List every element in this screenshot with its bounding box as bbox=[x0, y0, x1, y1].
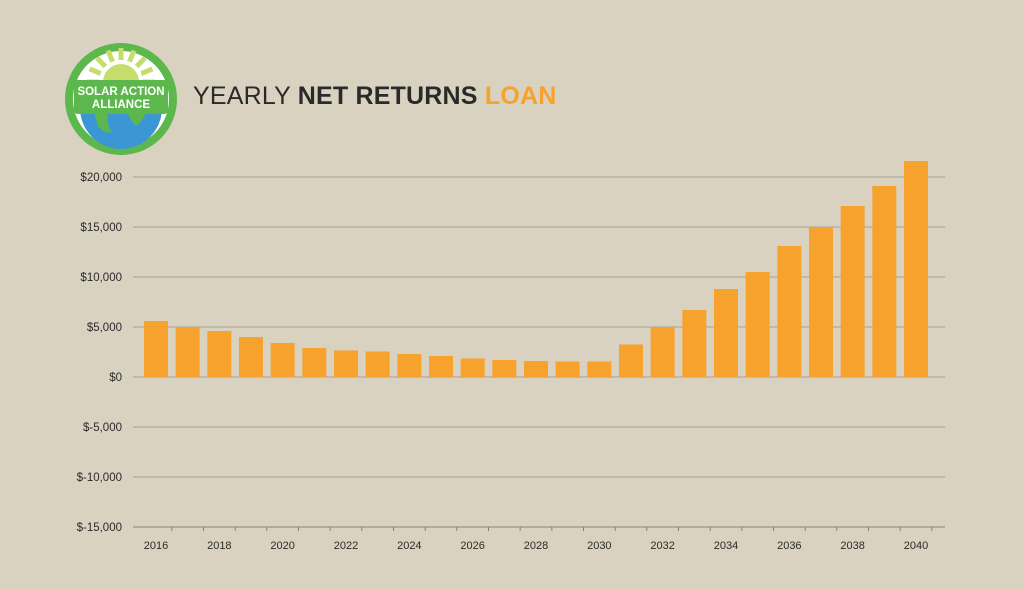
x-tick-label: 2018 bbox=[207, 540, 231, 552]
bar-2021 bbox=[302, 348, 327, 377]
bar-2039 bbox=[872, 186, 897, 377]
x-tick-label: 2032 bbox=[650, 540, 674, 552]
solar-action-alliance-logo: SOLAR ACTION ALLIANCE bbox=[65, 43, 177, 155]
bar-2034 bbox=[714, 289, 738, 377]
bar-2027 bbox=[492, 360, 517, 377]
y-tick-label: $0 bbox=[109, 372, 122, 384]
logo-banner bbox=[74, 80, 168, 114]
bar-2024 bbox=[397, 354, 422, 377]
bar-2031 bbox=[619, 344, 643, 377]
bar-2020 bbox=[270, 343, 295, 377]
bar-2022 bbox=[334, 350, 358, 377]
bar-2023 bbox=[365, 351, 390, 377]
bar-2037 bbox=[809, 227, 833, 377]
x-tick-label: 2016 bbox=[144, 540, 168, 552]
bar-2030 bbox=[587, 361, 612, 377]
chart-title: YEARLY NET RETURNS LOAN bbox=[193, 82, 556, 111]
bar-2018 bbox=[207, 331, 232, 377]
y-tick-label: $-15,000 bbox=[77, 522, 122, 534]
bar-2019 bbox=[239, 337, 263, 377]
bar-2017 bbox=[175, 327, 200, 377]
x-tick-label: 2038 bbox=[840, 540, 864, 552]
title-part2: NET RETURNS bbox=[297, 82, 485, 110]
logo-text-line1: SOLAR ACTION bbox=[77, 86, 164, 98]
x-tick-label: 2026 bbox=[460, 540, 484, 552]
y-tick-label: $5,000 bbox=[87, 322, 122, 334]
y-tick-label: $-5,000 bbox=[83, 422, 122, 434]
x-tick-label: 2020 bbox=[270, 540, 294, 552]
logo-text-line2: ALLIANCE bbox=[92, 99, 150, 111]
x-tick-label: 2040 bbox=[904, 540, 928, 552]
bar-2029 bbox=[555, 361, 580, 377]
x-tick-label: 2030 bbox=[587, 540, 611, 552]
title-part3: LOAN bbox=[484, 82, 557, 110]
y-tick-label: $20,000 bbox=[80, 172, 122, 184]
bar-2025 bbox=[429, 356, 453, 377]
y-tick-label: $-10,000 bbox=[77, 472, 122, 484]
bar-2016 bbox=[144, 321, 168, 377]
bar-2040 bbox=[904, 161, 928, 377]
title-part1: YEARLY bbox=[193, 82, 298, 110]
y-tick-label: $15,000 bbox=[80, 222, 122, 234]
bar-2033 bbox=[682, 310, 707, 377]
bar-2026 bbox=[460, 358, 485, 377]
x-tick-label: 2028 bbox=[524, 540, 548, 552]
y-tick-label: $10,000 bbox=[80, 272, 122, 284]
x-tick-label: 2024 bbox=[397, 540, 421, 552]
bar-2035 bbox=[745, 272, 770, 377]
x-tick-label: 2034 bbox=[714, 540, 738, 552]
bar-2036 bbox=[777, 246, 802, 377]
x-tick-label: 2036 bbox=[777, 540, 801, 552]
bar-2032 bbox=[650, 327, 675, 377]
bar-2038 bbox=[840, 206, 865, 377]
logo-land bbox=[94, 110, 112, 133]
x-tick-label: 2022 bbox=[334, 540, 358, 552]
bar-2028 bbox=[524, 361, 548, 377]
